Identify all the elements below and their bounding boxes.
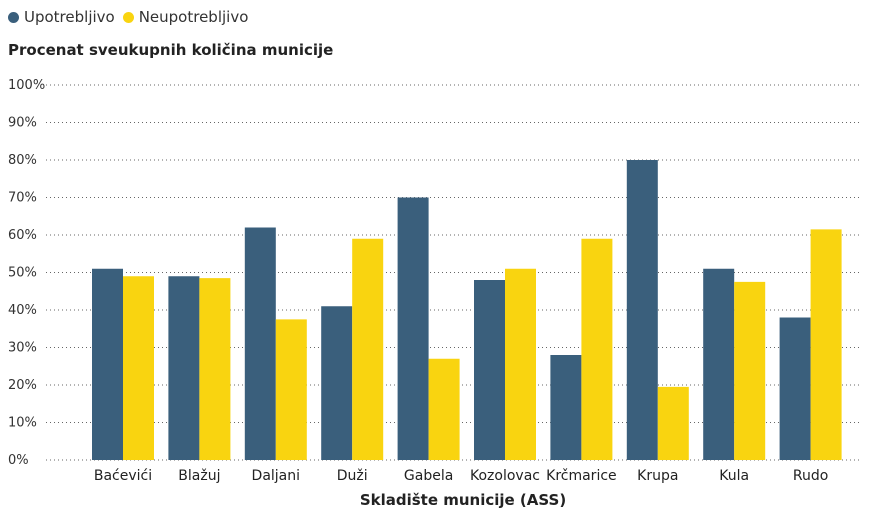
chart-legend: Upotrebljivo Neupotrebljivo bbox=[8, 8, 256, 26]
y-tick-label: 20% bbox=[8, 378, 37, 393]
x-tick-label: Krčmarice bbox=[546, 468, 617, 484]
y-tick-label: 80% bbox=[8, 153, 37, 168]
bar-neupotrebljivo bbox=[505, 268, 536, 460]
y-tick-label: 100% bbox=[8, 78, 45, 93]
bar-upotrebljivo bbox=[703, 268, 735, 460]
x-axis-categories: Baćevići Blažuj Daljani Duži Gabela Kozolovac… bbox=[94, 468, 828, 484]
y-tick-label: 0% bbox=[8, 453, 29, 468]
legend-item-upotrebljivo: Upotrebljivo bbox=[8, 8, 115, 26]
x-tick-label: Rudo bbox=[793, 468, 828, 484]
bar-upotrebljivo bbox=[626, 160, 658, 460]
bar-upotrebljivo bbox=[779, 317, 811, 460]
bar-upotrebljivo bbox=[92, 268, 123, 460]
x-tick-label: Daljani bbox=[252, 468, 300, 484]
bar-upotrebljivo bbox=[244, 227, 276, 460]
x-tick-label: Gabela bbox=[404, 468, 453, 484]
y-axis-ticks: 0% 10% 20% 30% 40% 50% 60% 70% 80% 90% 100% bbox=[8, 78, 45, 468]
legend-dot-neupotrebljivo bbox=[122, 11, 134, 23]
legend-label-upotrebljivo: Upotrebljivo bbox=[24, 8, 115, 26]
x-tick-label: Krupa bbox=[637, 468, 678, 484]
x-tick-label: Baćevići bbox=[94, 468, 152, 484]
legend-dot-upotrebljivo bbox=[8, 11, 19, 23]
y-tick-label: 50% bbox=[8, 266, 37, 281]
bar-neupotrebljivo bbox=[275, 319, 307, 460]
y-tick-label: 40% bbox=[8, 303, 37, 318]
bar-neupotrebljivo bbox=[199, 278, 231, 460]
bar-neupotrebljivo bbox=[810, 229, 842, 460]
bar-upotrebljivo bbox=[168, 276, 200, 460]
legend-item-neupotrebljivo: Neupotrebljivo bbox=[122, 8, 249, 26]
bar-neupotrebljivo bbox=[123, 276, 154, 460]
bar-neupotrebljivo bbox=[734, 281, 766, 460]
y-tick-label: 10% bbox=[8, 416, 37, 431]
bar-upotrebljivo bbox=[321, 306, 353, 460]
bar-upotrebljivo bbox=[550, 355, 582, 460]
bar-upotrebljivo bbox=[474, 280, 505, 460]
bar-neupotrebljivo bbox=[428, 358, 460, 460]
x-tick-label: Kula bbox=[719, 468, 749, 484]
x-tick-label: Duži bbox=[337, 468, 368, 484]
bar-neupotrebljivo bbox=[581, 238, 613, 460]
y-tick-label: 70% bbox=[8, 191, 37, 206]
x-tick-label: Blažuj bbox=[178, 468, 220, 484]
bar-upotrebljivo bbox=[397, 197, 429, 460]
y-axis-title: Procenat sveukupnih količina municije bbox=[8, 41, 334, 59]
x-tick-label: Kozolovac bbox=[470, 468, 540, 484]
bar-neupotrebljivo bbox=[657, 386, 689, 460]
y-tick-label: 90% bbox=[8, 116, 37, 131]
legend-label-neupotrebljivo: Neupotrebljivo bbox=[138, 8, 249, 26]
y-tick-label: 30% bbox=[8, 341, 37, 356]
x-axis-title: Skladište municije (ASS) bbox=[360, 491, 566, 509]
y-tick-label: 60% bbox=[8, 228, 37, 243]
bar-neupotrebljivo bbox=[352, 238, 384, 460]
bars bbox=[92, 160, 842, 460]
